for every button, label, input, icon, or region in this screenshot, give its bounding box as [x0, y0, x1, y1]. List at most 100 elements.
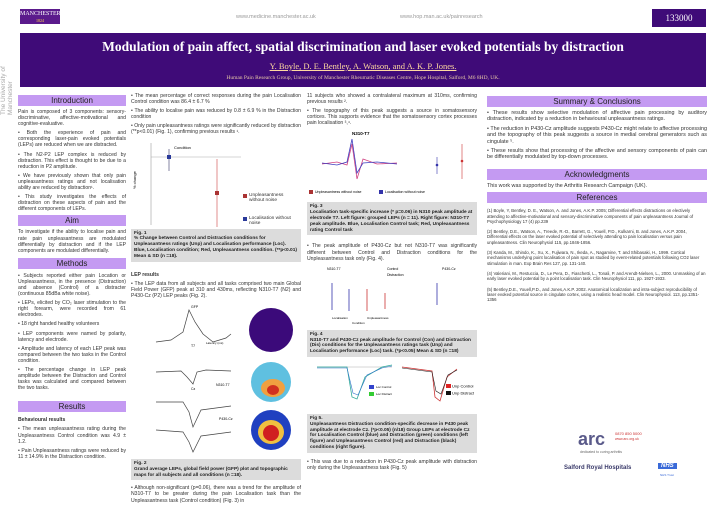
fig1-legend-unp-label: Unpleasantness without noise [249, 192, 284, 204]
column-1: Introduction Pain is composed of 3 compo… [18, 95, 126, 463]
intro-para: Pain is composed of 3 components: sensor… [18, 109, 126, 128]
reference-item: (3) Kanda, M., Shindo, K., Xu, X., Fujiw… [487, 250, 700, 266]
intro-para: • The N2-P2 LEP complex is reduced by di… [18, 151, 126, 170]
results-heading: Results [18, 401, 126, 413]
fig3-caption: Fig. 3 Localisation task-specific increas… [307, 202, 477, 236]
affiliation: Human Pain Research Group, University of… [226, 75, 500, 81]
summary-para: • These results show that processing of … [487, 148, 707, 161]
fig2-caption: Fig. 2 Grand average LEPs, global field p… [131, 458, 301, 481]
arc-phone: 0870 850 5000 [615, 431, 642, 436]
fig5-legend-unp-distract: Unp Distract [452, 390, 475, 395]
fig5-caption: Fig 5. Unpleasantness Distraction conditi… [307, 413, 477, 453]
methods-text: • Subjects reported either pain Location… [18, 273, 126, 392]
results-para: • The mean unpleasantness rating during … [18, 426, 126, 445]
col2-para: • The ability to localise pain was reduc… [131, 108, 301, 121]
intro-para: • This study investigates the effects of… [18, 194, 126, 213]
lep-heading: LEP results [131, 271, 159, 278]
intro-para: • Both the experience of pain and corres… [18, 130, 126, 149]
references-list: (1) Boyle, Y, Bentley, D. E., Watson, A.… [487, 208, 707, 302]
col2-para: • The mean percentage of correct respons… [131, 93, 301, 106]
methods-para: • Subjects reported either pain Location… [18, 272, 126, 298]
fig2-t7-label: T7 [191, 344, 195, 348]
arc-tagline: dedicated to curing arthritis [580, 450, 623, 454]
t7-trace [155, 369, 232, 385]
summary-heading: Summary & Conclusions [487, 96, 707, 107]
aim-heading: Aim [18, 215, 126, 227]
ack-text: This work was supported by the Arthritis… [487, 182, 647, 189]
fig5-legend-swatch-unp-distract [446, 390, 451, 395]
fig3-figure: N310-T7 Unpleasantness without noise Loc… [309, 131, 464, 195]
col3-para: • This was due to a reduction in P430-Cz… [307, 458, 477, 471]
url-painresearch[interactable]: www.hop.man.ac.uk/painresearch [400, 14, 483, 20]
column-2: • The mean percentage of correct respons… [131, 93, 301, 507]
column-3: 11 subjects who showed a contralateral m… [307, 93, 477, 474]
column-4: Summary & Conclusions • These results sh… [487, 96, 707, 307]
fig5-legend: Loc Control [376, 385, 392, 389]
nhs-logo: NHS [658, 463, 677, 469]
fig1-error-loc [167, 148, 171, 171]
fig2-figure: GFP T7 N310-T7 Cz P430-Cz Latency (ms) [155, 305, 293, 453]
ack-heading: Acknowledgments [487, 168, 707, 180]
fig4-legend-distraction: Distraction [387, 273, 404, 277]
fig3-legend-unp: Unpleasantness without noise [315, 190, 362, 194]
intro-para: • We have previously shown that only pai… [18, 172, 126, 192]
fig2-xlabel: Latency (ms) [206, 341, 223, 345]
lep-text: • The LEP data from all subjects and all… [131, 280, 301, 299]
fig4-xtick: Localisation [332, 316, 348, 320]
methods-para: • Amplitude and latency of each LEP peak… [18, 345, 126, 364]
manchester-logo: MANCHESTER 1824 [20, 9, 61, 24]
poster-number: 133000 [652, 9, 706, 27]
fig4-figure: N310-T7 Control Distraction P430-Cz Loca… [327, 267, 456, 325]
fig2-gfp-label: GFP [191, 305, 199, 309]
results-para: • Pain Unpleasantness ratings were reduc… [18, 447, 126, 460]
fig4-caption: Fig. 4 N310-T7 and P430-Cz peak amplitude… [307, 329, 477, 357]
nhs-trust: NHS Trust [660, 473, 674, 477]
summary-para: • These results show selective modulatio… [487, 110, 707, 123]
fig2-p430-label: P430-Cz [219, 417, 233, 421]
col3-para: 11 subjects who showed a contralateral m… [307, 93, 477, 106]
fig1-legend-swatch-loc [243, 216, 247, 221]
methods-para: • LEP components were named by polarity,… [18, 330, 126, 343]
fig1-chart: Condition % change [132, 142, 241, 227]
fig1-caption: Fig. 1% Change between Control and Distr… [131, 228, 301, 262]
fig4-title-n310: N310-T7 [327, 267, 341, 271]
gfp-trace [155, 308, 232, 343]
arc-url: www.arc.org.uk [615, 437, 639, 441]
fig1-error-unp [215, 158, 219, 227]
fig5-legend-unp-control: Unp Control [452, 383, 473, 388]
cz-trace [156, 401, 232, 428]
fig1-legend-swatch-unp [243, 193, 247, 198]
refs-heading: References [487, 192, 707, 204]
methods-para: • The percentage change in LEP peak ampl… [18, 367, 126, 392]
reference-item: (5) Bentley,D.E., Youell,P.D., and Jones… [487, 286, 700, 303]
fig4-xtick: Unpleasantness [367, 316, 389, 320]
cz-trace-2 [155, 429, 232, 453]
fig1-legend-loc: Localisation without noise [243, 216, 299, 227]
fig3-title: N310-T7 [352, 131, 370, 136]
fig4-legend-control: Control [387, 267, 399, 271]
reference-item: (1) Boyle, Y, Bentley, D. E., Watson, A.… [487, 208, 694, 224]
fig5-legend: Loc Distract [376, 392, 392, 396]
poster-title: Modulation of pain affect, spatial discr… [102, 39, 624, 54]
col2-para: • Only pain unpleasantness ratings were … [131, 123, 301, 136]
fig1-legend-loc-label: Localisation without noise [249, 215, 291, 227]
fig1-wrapper: Condition % change Unpleasantness withou… [131, 139, 301, 229]
title-banner: Modulation of pain affect, spatial discr… [20, 33, 706, 87]
methods-heading: Methods [18, 257, 126, 269]
fig1-legend-unp: Unpleasantness without noise [243, 193, 299, 204]
reference-item: (4) Valeriani, M., Restuccia, D., Le Per… [487, 270, 706, 282]
col3-para: • The peak amplitude of P430-Cz but not … [307, 243, 477, 262]
university-side-text: The University of Manchester [0, 66, 14, 115]
url-medicine[interactable]: www.medicine.manchester.ac.uk [236, 14, 316, 20]
fig2-n310-label: N310-T7 [216, 383, 230, 387]
intro-text: Pain is composed of 3 components: sensor… [18, 109, 126, 212]
methods-para: • LEPs, elicited by CO₂ laser stimulatio… [18, 300, 126, 319]
sponsor-logos: arc 0870 850 5000 www.arc.org.uk dedicat… [560, 425, 700, 485]
topomap-gfp [249, 307, 293, 352]
col2-after-text: • Although non-significant (p=0.06), the… [131, 485, 301, 504]
fig5-figure: Loc Control Loc Distract Unp Control Unp… [317, 364, 475, 402]
intro-heading: Introduction [18, 95, 126, 106]
fig3-legend-loc: Localisation without noise [385, 190, 425, 194]
fig1-ylabel: % change [132, 170, 137, 189]
fig4-title-p430: P430-Cz [442, 267, 456, 271]
